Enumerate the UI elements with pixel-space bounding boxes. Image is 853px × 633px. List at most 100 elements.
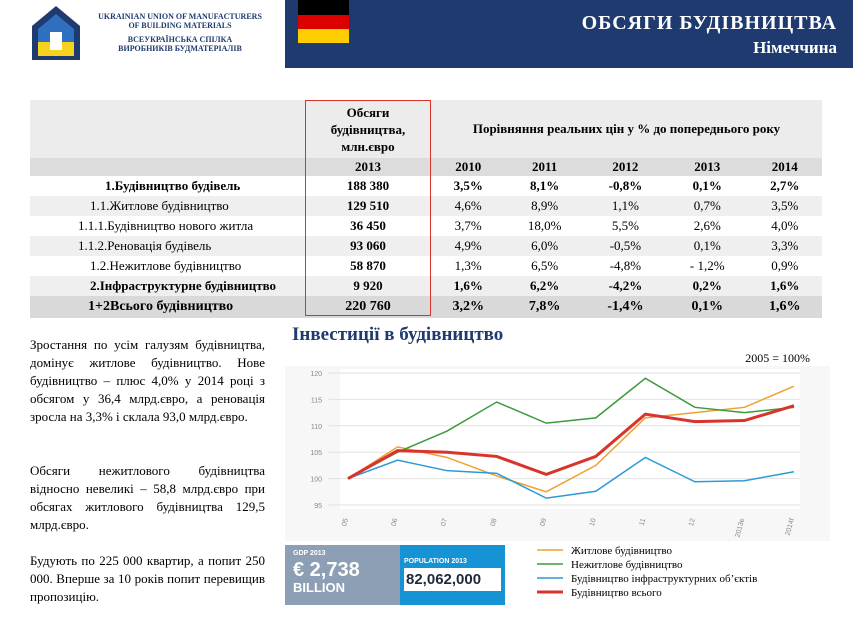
cell: 7,8% bbox=[505, 296, 584, 318]
cell: 4,6% bbox=[431, 196, 506, 216]
y-tick-label: 95 bbox=[314, 503, 322, 510]
cell: 188 380 bbox=[305, 176, 431, 196]
cell: 36 450 bbox=[305, 216, 431, 236]
table-row: 1.1.2.Реновація будівель 93 060 4,9% 6,0% -0… bbox=[30, 236, 822, 256]
cell: 0,7% bbox=[667, 196, 748, 216]
cell: 93 060 bbox=[305, 236, 431, 256]
logo bbox=[32, 6, 80, 60]
x-tick-label: 11 bbox=[639, 518, 648, 527]
population-label: POPULATION 2013 bbox=[404, 558, 467, 565]
cell: 6,0% bbox=[505, 236, 584, 256]
cell: 6,2% bbox=[505, 276, 584, 296]
legend-label: Будівництво всього bbox=[571, 587, 662, 599]
year-header: 2014 bbox=[747, 158, 822, 176]
paragraph: Обсяги нежитлового будівництва відносно … bbox=[30, 463, 265, 532]
cell: - 1,2% bbox=[667, 256, 748, 276]
row-label: 1+2Всього будівництво bbox=[30, 296, 305, 318]
cell: 220 760 bbox=[305, 296, 431, 318]
population-box: POPULATION 2013 82,062,000 bbox=[400, 545, 505, 605]
cell: 2,7% bbox=[747, 176, 822, 196]
table-row: 1.1.1.Будівництво нового житла 36 450 3,7%… bbox=[30, 216, 822, 236]
row-label: 1.2.Нежитлове будівництво bbox=[30, 256, 305, 276]
cell: 5,5% bbox=[583, 216, 668, 236]
data-table: Обсяги будівництва, млн.євро Порівняння … bbox=[30, 100, 822, 318]
header-bar bbox=[285, 0, 853, 68]
table-row: 1.1.Житлове будівництво 129 510 4,6% 8,9% 1,… bbox=[30, 196, 822, 216]
table-row: 2.Інфраструктурне будівництво 9 920 1,6% 6,… bbox=[30, 276, 822, 296]
cell: 0,1% bbox=[667, 236, 748, 256]
cell: 3,5% bbox=[431, 176, 506, 196]
cell: 6,5% bbox=[505, 256, 584, 276]
cell: 0,2% bbox=[667, 276, 748, 296]
chart: 2005 = 100% 95 100 105 110 115 120 05 06 07 08 09 1… bbox=[285, 351, 830, 599]
table-row: 1.Будівництво будівель 188 380 3,5% 8,1% -0,… bbox=[30, 176, 822, 196]
chart-note: 2005 = 100% bbox=[745, 351, 810, 365]
x-tick-label: 2013e bbox=[735, 518, 747, 539]
gdp-box: GDP 2013 € 2,738 BILLION bbox=[285, 545, 400, 605]
x-tick-label: 2014f bbox=[785, 518, 796, 537]
gdp-value: € 2,738 bbox=[293, 559, 360, 581]
cell: -1,4% bbox=[583, 296, 668, 318]
table-row: 1+2Всього будівництво 220 760 3,2% 7,8% -1,4… bbox=[30, 296, 822, 318]
gdp-label: GDP 2013 bbox=[293, 550, 326, 557]
y-tick-label: 115 bbox=[311, 397, 322, 404]
year-header: 2011 bbox=[505, 158, 584, 176]
paragraph: Будують по 225 000 квартир, а попит 250 … bbox=[30, 553, 265, 604]
org-en-1: UKRAINIAN UNION OF MANUFACTURERS bbox=[98, 12, 262, 21]
cell: -0,8% bbox=[583, 176, 668, 196]
x-tick-label: 08 bbox=[490, 518, 499, 527]
cell: 1,1% bbox=[583, 196, 668, 216]
x-tick-label: 06 bbox=[391, 518, 400, 527]
org-ua-2: ВИРОБНИКІВ БУДМАТЕРІАЛІВ bbox=[118, 44, 242, 53]
plot-bg bbox=[340, 369, 800, 509]
x-tick-label: 12 bbox=[688, 518, 697, 527]
cell: 0,9% bbox=[747, 256, 822, 276]
cell: 4,0% bbox=[747, 216, 822, 236]
highlight-box bbox=[305, 100, 431, 316]
cell: 3,3% bbox=[747, 236, 822, 256]
y-tick-label: 110 bbox=[311, 424, 322, 431]
cell: 3,7% bbox=[431, 216, 506, 236]
row-label: 1.1.1.Будівництво нового житла bbox=[30, 216, 305, 236]
cell: 129 510 bbox=[305, 196, 431, 216]
cell: 0,1% bbox=[667, 296, 748, 318]
y-tick-label: 100 bbox=[310, 477, 322, 484]
paragraph: Зростання по усім галузям будівництва, д… bbox=[30, 337, 265, 424]
row-label: 1.1.Житлове будівництво bbox=[30, 196, 305, 216]
x-tick-label: 09 bbox=[539, 518, 548, 527]
cell: -4,8% bbox=[583, 256, 668, 276]
row-label: 2.Інфраструктурне будівництво bbox=[30, 276, 305, 296]
year-header: 2012 bbox=[583, 158, 668, 176]
x-tick-label: 07 bbox=[440, 518, 449, 527]
legend-label: Будівництво інфраструктурних об’єктів bbox=[571, 573, 757, 585]
org-en-2: OF BUILDING MATERIALS bbox=[128, 21, 232, 30]
subtitle: Німеччина bbox=[753, 38, 837, 57]
population-value: 82,062,000 bbox=[404, 568, 501, 591]
volume-header: Обсяги будівництва, млн.євро bbox=[305, 100, 431, 158]
compare-header: Порівняння реальних цін у % до попереднь… bbox=[431, 100, 822, 158]
series-line bbox=[347, 377, 795, 480]
x-tick-label: 05 bbox=[341, 518, 350, 527]
year-header: 2013 bbox=[667, 158, 748, 176]
series-line bbox=[347, 404, 795, 480]
cell: -0,5% bbox=[583, 236, 668, 256]
cell: 9 920 bbox=[305, 276, 431, 296]
cell: 8,9% bbox=[505, 196, 584, 216]
year-header: 2013 bbox=[305, 158, 431, 176]
year-header: 2010 bbox=[431, 158, 506, 176]
title: ОБСЯГИ БУДІВНИЦТВА bbox=[581, 12, 837, 34]
cell: -4,2% bbox=[583, 276, 668, 296]
legend-label: Нежитлове будівництво bbox=[571, 559, 683, 571]
cell: 8,1% bbox=[505, 176, 584, 196]
table-row: 1.2.Нежитлове будівництво 58 870 1,3% 6,5% -… bbox=[30, 256, 822, 276]
flag bbox=[298, 0, 349, 43]
row-label: 1.1.2.Реновація будівель bbox=[30, 236, 305, 256]
cell: 18,0% bbox=[505, 216, 584, 236]
x-tick-label: 10 bbox=[589, 518, 598, 527]
cell: 3,2% bbox=[431, 296, 506, 318]
series-line bbox=[347, 456, 795, 499]
cell: 1,6% bbox=[747, 276, 822, 296]
cell: 58 870 bbox=[305, 256, 431, 276]
legend-label: Житлове будівництво bbox=[571, 545, 672, 557]
